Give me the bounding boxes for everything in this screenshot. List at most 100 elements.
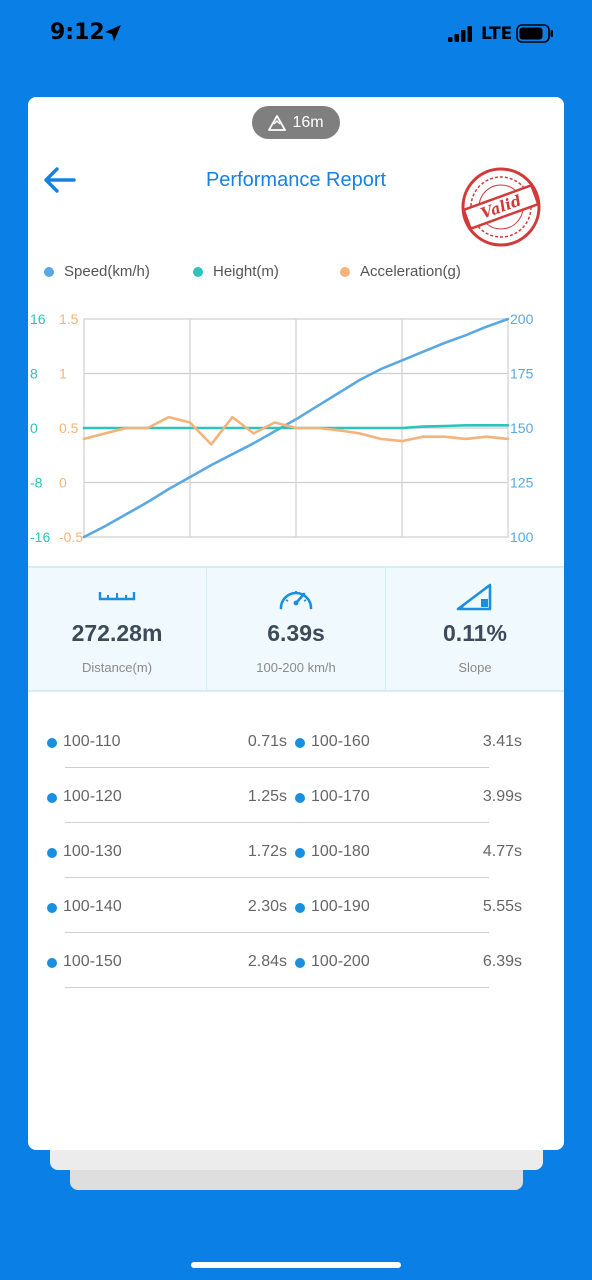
split-range: 100-150 <box>63 953 122 970</box>
stats-panel: 272.28m Distance(m) 6.39s 100-200 km/h 0… <box>28 566 564 692</box>
y-tick-label-height: 0 <box>30 420 38 436</box>
split-row: 100-150 2.84s 100-200 6.39s <box>28 937 564 992</box>
performance-chart: 16 8 0 -8 -16 1.5 1 0.5 0 -0.5 200 175 150 125 100 <box>30 311 534 545</box>
y-tick-label-height: 8 <box>30 366 38 382</box>
split-item: 100-170 3.99s <box>295 788 522 808</box>
split-item: 100-130 1.72s <box>47 843 287 863</box>
split-range: 100-170 <box>311 788 370 805</box>
stat-distance-label: Distance(m) <box>81 660 153 675</box>
y-tick-label-acceleration: 1.5 <box>59 311 79 327</box>
split-range: 100-180 <box>311 843 370 860</box>
series-line-speed <box>82 317 510 539</box>
stat-time-label: 100-200 km/h <box>256 660 336 675</box>
speedometer-icon <box>279 591 313 610</box>
report-card: 16m Performance Report Valid Speed(km/h)… <box>28 97 564 1150</box>
stat-slope: 0.11% Slope <box>385 568 564 690</box>
stat-slope-value: 0.11% <box>443 620 507 646</box>
split-item: 100-180 4.77s <box>295 843 522 863</box>
row-divider <box>65 877 489 878</box>
split-time: 3.41s <box>482 733 522 750</box>
split-time: 2.84s <box>247 953 287 970</box>
y-tick-label-height: -16 <box>30 529 50 545</box>
legend-item-speed: Speed(km/h) <box>44 263 150 280</box>
back-arrow-icon[interactable] <box>40 165 78 195</box>
y-tick-label-speed: 100 <box>510 529 534 545</box>
legend-item-height: Height(m) <box>193 263 279 280</box>
location-arrow-icon <box>105 25 121 41</box>
split-item: 100-200 6.39s <box>295 953 522 973</box>
split-range: 100-140 <box>63 898 122 915</box>
y-tick-label-speed: 125 <box>510 475 534 491</box>
legend-label-acceleration: Acceleration(g) <box>360 263 461 280</box>
stat-distance: 272.28m Distance(m) <box>28 568 206 690</box>
row-divider <box>65 987 489 988</box>
split-row: 100-140 2.30s 100-190 5.55s <box>28 882 564 937</box>
card-stack-shadow <box>50 1146 543 1170</box>
stat-time: 6.39s 100-200 km/h <box>206 568 385 690</box>
split-time: 1.72s <box>247 843 287 860</box>
slope-icon <box>456 583 492 611</box>
altitude-value: 16m <box>292 113 324 131</box>
mountain-icon <box>268 114 287 131</box>
split-item: 100-120 1.25s <box>47 788 287 808</box>
split-dot <box>295 903 305 913</box>
split-times-list: 100-110 0.71s 100-160 3.41s 100-120 1.25… <box>28 717 564 992</box>
row-divider <box>65 932 489 933</box>
split-range: 100-200 <box>311 953 370 970</box>
status-bar: 9:12 LTE <box>0 0 592 70</box>
y-tick-label-acceleration: 0 <box>59 475 67 491</box>
legend-dot-acceleration <box>340 266 350 277</box>
split-dot <box>295 848 305 858</box>
page-title: Performance Report <box>205 169 387 191</box>
split-time: 5.55s <box>482 898 522 915</box>
split-time: 4.77s <box>482 843 522 860</box>
chart-legend: Speed(km/h) Height(m) Acceleration(g) <box>28 263 564 283</box>
split-range: 100-160 <box>311 733 370 750</box>
legend-label-height: Height(m) <box>213 263 279 280</box>
split-range: 100-190 <box>311 898 370 915</box>
status-time: 9:12 <box>50 20 105 45</box>
split-item: 100-140 2.30s <box>47 898 287 918</box>
split-item: 100-150 2.84s <box>47 953 287 973</box>
split-row: 100-110 0.71s 100-160 3.41s <box>28 717 564 772</box>
split-item: 100-160 3.41s <box>295 733 522 753</box>
battery-icon <box>516 24 553 43</box>
split-item: 100-190 5.55s <box>295 898 522 918</box>
y-tick-label-speed: 200 <box>510 311 534 327</box>
split-dot <box>47 958 57 968</box>
y-tick-label-speed: 150 <box>510 420 534 436</box>
ruler-icon <box>98 592 136 601</box>
split-item: 100-110 0.71s <box>47 733 287 753</box>
split-time: 6.39s <box>482 953 522 970</box>
y-tick-label-acceleration: -0.5 <box>59 529 83 545</box>
valid-stamp: Valid <box>461 167 541 247</box>
cellular-signal-icon <box>448 26 472 42</box>
legend-dot-speed <box>44 266 54 277</box>
split-dot <box>295 793 305 803</box>
split-time: 1.25s <box>247 788 287 805</box>
network-type: LTE <box>481 24 513 44</box>
stat-slope-label: Slope <box>458 660 492 675</box>
y-tick-label-speed: 175 <box>510 366 534 382</box>
row-divider <box>65 822 489 823</box>
split-range: 100-110 <box>63 733 121 750</box>
y-tick-label-acceleration: 1 <box>59 366 67 382</box>
split-time: 3.99s <box>482 788 522 805</box>
legend-label-speed: Speed(km/h) <box>64 263 150 280</box>
split-range: 100-120 <box>63 788 122 805</box>
legend-dot-height <box>193 266 203 277</box>
split-dot <box>295 738 305 748</box>
home-indicator[interactable] <box>191 1262 401 1268</box>
split-range: 100-130 <box>63 843 122 860</box>
split-time: 0.71s <box>247 733 287 750</box>
split-time: 2.30s <box>247 898 287 915</box>
y-tick-label-acceleration: 0.5 <box>59 420 79 436</box>
split-row: 100-120 1.25s 100-170 3.99s <box>28 772 564 827</box>
legend-item-acceleration: Acceleration(g) <box>340 263 461 280</box>
row-divider <box>65 767 489 768</box>
stat-distance-value: 272.28m <box>71 620 163 646</box>
split-dot <box>47 738 57 748</box>
split-dot <box>47 848 57 858</box>
y-tick-label-height: 16 <box>30 311 46 327</box>
y-tick-label-height: -8 <box>30 475 43 491</box>
